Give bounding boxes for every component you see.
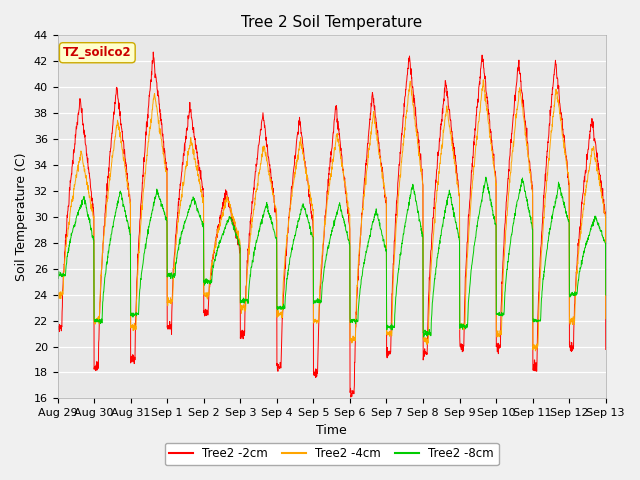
Tree2 -4cm (348, 338, 355, 344)
Line: Tree2 -4cm: Tree2 -4cm (58, 80, 605, 351)
X-axis label: Time: Time (316, 424, 347, 437)
Title: Tree 2 Soil Temperature: Tree 2 Soil Temperature (241, 15, 422, 30)
Tree2 -4cm (479, 77, 487, 83)
Tree2 -8cm (360, 264, 367, 270)
Legend: Tree2 -2cm, Tree2 -4cm, Tree2 -8cm: Tree2 -2cm, Tree2 -4cm, Tree2 -8cm (164, 443, 499, 465)
Tree2 -4cm (491, 173, 499, 179)
Tree2 -2cm (554, 76, 561, 82)
Tree2 -4cm (602, 316, 609, 322)
Tree2 -2cm (149, 49, 157, 55)
Tree2 -2cm (360, 188, 367, 193)
Tree2 -4cm (207, 273, 214, 279)
Tree2 -2cm (54, 320, 61, 325)
Tree2 -2cm (348, 394, 356, 399)
Tree2 -4cm (54, 290, 61, 296)
Tree2 -8cm (207, 278, 214, 284)
Tree2 -2cm (602, 347, 609, 352)
Tree2 -4cm (569, 318, 577, 324)
Tree2 -2cm (347, 394, 355, 400)
Y-axis label: Soil Temperature (C): Soil Temperature (C) (15, 153, 28, 281)
Tree2 -8cm (602, 292, 609, 298)
Tree2 -2cm (492, 169, 499, 175)
Tree2 -8cm (348, 319, 355, 325)
Tree2 -4cm (532, 348, 540, 354)
Tree2 -4cm (360, 201, 367, 206)
Tree2 -8cm (420, 334, 428, 340)
Line: Tree2 -2cm: Tree2 -2cm (58, 52, 605, 397)
Tree2 -2cm (207, 278, 214, 284)
Tree2 -8cm (569, 291, 577, 297)
Tree2 -2cm (569, 343, 577, 349)
Tree2 -8cm (492, 220, 499, 226)
Tree2 -4cm (554, 99, 561, 105)
Text: TZ_soilco2: TZ_soilco2 (63, 46, 132, 59)
Tree2 -8cm (54, 273, 61, 278)
Tree2 -8cm (554, 187, 561, 193)
Line: Tree2 -8cm: Tree2 -8cm (58, 177, 605, 337)
Tree2 -8cm (482, 174, 490, 180)
